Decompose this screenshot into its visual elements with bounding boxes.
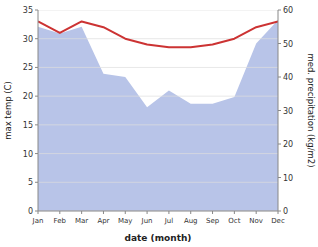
y-tick-label: 5	[28, 178, 33, 187]
x-tick	[190, 211, 191, 214]
temp-line	[38, 21, 278, 47]
y2-tick-label: 40	[283, 73, 293, 82]
x-tick-label: Mar	[75, 217, 88, 225]
y-tick	[35, 182, 38, 183]
y-tick-label: 10	[23, 150, 33, 159]
x-axis-label: date (month)	[125, 233, 192, 243]
x-tick-label: Jun	[141, 217, 153, 225]
x-tick	[103, 211, 104, 214]
grid-line	[38, 211, 278, 212]
y-tick	[35, 67, 38, 68]
y-tick-label: 30	[23, 35, 33, 44]
x-tick	[38, 211, 39, 214]
y2-tick-label: 20	[283, 140, 293, 149]
y-tick-label: 15	[23, 121, 33, 130]
y2-tick-label: 0	[283, 207, 288, 216]
precip-area	[38, 20, 278, 211]
x-tick-label: Sep	[206, 217, 220, 225]
y-tick	[35, 38, 38, 39]
y-tick	[35, 124, 38, 125]
grid-line	[38, 96, 278, 97]
x-tick	[212, 211, 213, 214]
x-tick-label: Dec	[271, 217, 285, 225]
y2-tick	[278, 10, 281, 11]
y2-tick	[278, 110, 281, 111]
chart-container: 0 5 10 15 20 25 30 35 0 10 20 30 40 50 60 Jan Feb Mar Apr M…	[0, 0, 318, 247]
y-tick	[35, 153, 38, 154]
x-tick	[125, 211, 126, 214]
y-axis-label: max temp (C)	[3, 81, 13, 140]
grid-line	[38, 124, 278, 125]
x-tick-label: Jan	[32, 217, 44, 225]
x-tick	[168, 211, 169, 214]
y-axis-line	[38, 10, 39, 211]
chart: 0 5 10 15 20 25 30 35 0 10 20 30 40 50 60 Jan Feb Mar Apr M…	[0, 0, 318, 247]
y2-tick-label: 50	[283, 40, 293, 49]
x-tick	[234, 211, 235, 214]
x-tick-label: May	[118, 217, 132, 225]
x-tick-label: Nov	[249, 217, 263, 225]
grid-line	[38, 182, 278, 183]
plot-area	[38, 10, 278, 211]
y2-tick-label: 10	[283, 174, 293, 183]
y-tick-label: 25	[23, 63, 33, 72]
y-tick-label: 35	[23, 6, 33, 15]
x-tick	[81, 211, 82, 214]
x-axis-line	[38, 211, 278, 212]
y-tick	[35, 96, 38, 97]
y-tick-label: 0	[28, 207, 33, 216]
y2-tick-label: 30	[283, 107, 293, 116]
background	[0, 0, 318, 247]
x-tick	[278, 211, 279, 214]
grid-line	[38, 38, 278, 39]
axes: 0 5 10 15 20 25 30 35 0 10 20 30 40 50 60 Jan Feb Mar Apr M…	[23, 6, 293, 225]
y2-tick-label: 60	[283, 6, 293, 15]
x-tick-label: Jul	[164, 217, 174, 225]
x-tick	[147, 211, 148, 214]
x-tick-label: Aug	[184, 217, 198, 225]
y2-tick	[278, 43, 281, 44]
y2-tick	[278, 144, 281, 145]
x-tick-label: Apr	[97, 217, 109, 225]
x-tick-label: Feb	[54, 217, 67, 225]
x-tick	[256, 211, 257, 214]
x-tick-label: Oct	[228, 217, 240, 225]
y2-tick	[278, 177, 281, 178]
grid-line	[38, 67, 278, 68]
grid-line	[38, 153, 278, 154]
x-tick	[59, 211, 60, 214]
y2-axis-label: med. precipitation (kg/m2)	[306, 53, 316, 167]
y2-tick	[278, 77, 281, 78]
y-tick-label: 20	[23, 92, 33, 101]
y-tick	[35, 10, 38, 11]
grid-line	[38, 10, 278, 11]
grid	[38, 10, 278, 211]
